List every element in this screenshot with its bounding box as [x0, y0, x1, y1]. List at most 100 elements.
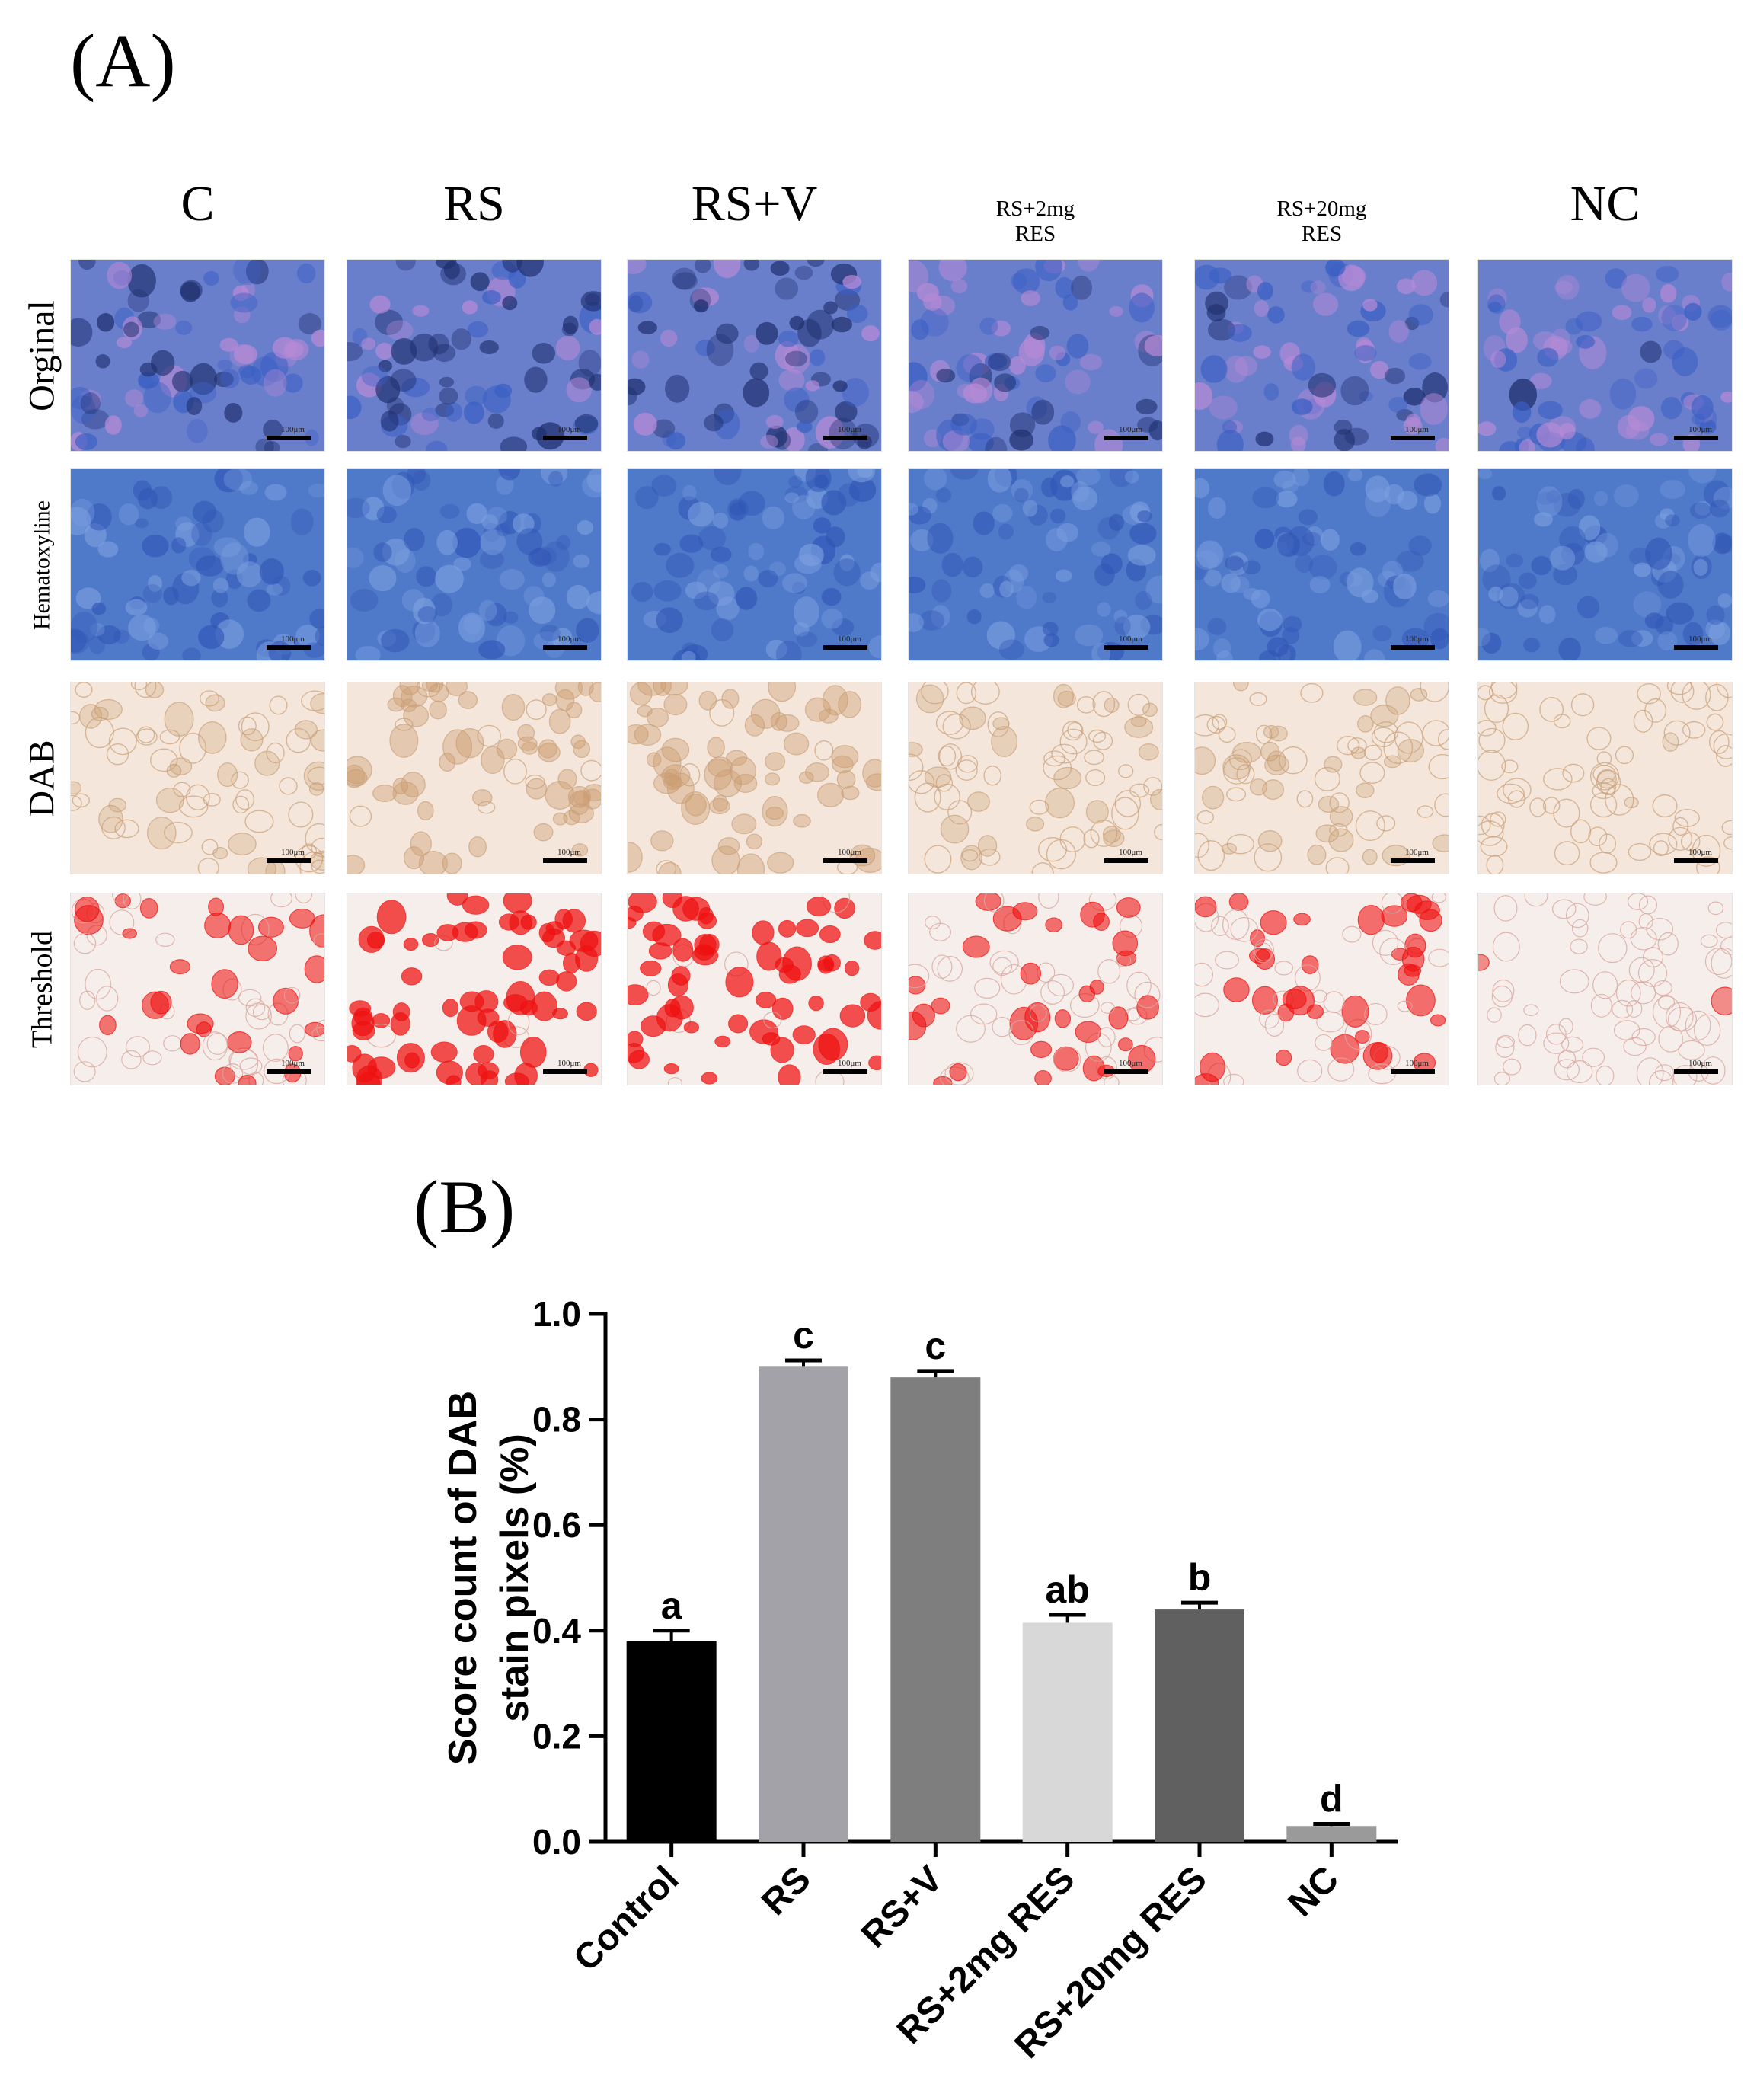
micrograph-threshold: 100μm: [1194, 893, 1449, 1085]
scale-bar: [1391, 645, 1435, 650]
scale-bar: [1674, 645, 1718, 650]
micrograph-background: [1478, 893, 1732, 1085]
scale-bar: [267, 1069, 311, 1074]
scale-bar-label: 100μm: [281, 1059, 305, 1068]
tissue-texture: [1195, 682, 1449, 874]
panel-b-label: (B): [414, 1165, 516, 1249]
scale-bar: [543, 858, 587, 863]
significance-letter: b: [1188, 1556, 1212, 1599]
micrograph-threshold: 100μm: [347, 893, 602, 1085]
scale-bar: [1104, 645, 1148, 650]
scale-bar: [1674, 1069, 1718, 1074]
micrograph-original: 100μm: [627, 259, 882, 452]
tissue-texture: [1478, 265, 1732, 451]
micrograph-original: 100μm: [908, 259, 1163, 452]
scale-bar-label: 100μm: [281, 634, 305, 644]
micrograph-threshold: 100μm: [1477, 893, 1733, 1085]
column-header-line: RES: [1014, 222, 1056, 247]
significance-letter: c: [925, 1325, 946, 1367]
tissue-texture: [628, 260, 880, 451]
y-tick-label: 0.6: [532, 1505, 581, 1545]
tissue-texture: [347, 893, 601, 1085]
micrograph-hematoxyline: 100μm: [1477, 468, 1733, 661]
scale-bar: [267, 436, 311, 440]
column-header-line: RES: [1301, 222, 1343, 247]
column-header-line: RS+20mg: [1276, 197, 1367, 221]
scale-bar: [823, 645, 867, 650]
column-header: RS+V: [627, 175, 882, 233]
tissue-texture: [347, 469, 601, 660]
tissue-texture: [347, 260, 601, 451]
scale-bar-label: 100μm: [838, 848, 861, 857]
scale-bar: [1104, 1069, 1148, 1074]
x-tick-label: RS: [754, 1859, 819, 1923]
tissue-texture: [71, 260, 324, 451]
tissue-texture: [71, 893, 324, 1085]
micrograph-threshold: 100μm: [627, 893, 882, 1085]
scale-bar: [823, 858, 867, 863]
scale-bar-label: 100μm: [1405, 634, 1429, 644]
scale-bar-label: 100μm: [1405, 848, 1429, 857]
scale-bar: [1391, 1069, 1435, 1074]
scale-bar: [543, 436, 587, 440]
scale-bar: [1391, 436, 1435, 440]
micrograph-dab: 100μm: [70, 682, 325, 874]
scale-bar: [823, 1069, 867, 1074]
micrograph-dab: 100μm: [1194, 682, 1449, 874]
column-header-line: RS+V: [691, 176, 818, 232]
scale-bar: [543, 1069, 587, 1074]
micrograph-hematoxyline: 100μm: [627, 468, 882, 661]
scale-bar: [1104, 858, 1148, 863]
column-header-line: RS: [443, 176, 505, 232]
bar: [890, 1377, 981, 1842]
bar: [626, 1641, 717, 1842]
micrograph-threshold: 100μm: [70, 893, 325, 1085]
scale-bar-label: 100μm: [1119, 634, 1142, 644]
micrograph-dab: 100μm: [627, 682, 882, 874]
scale-bar: [823, 436, 867, 440]
bar: [759, 1366, 848, 1842]
y-tick-label: 0.0: [532, 1822, 581, 1862]
tissue-texture: [909, 260, 1162, 451]
x-tick-label: RS+V: [854, 1859, 950, 1955]
tissue-texture: [71, 682, 324, 874]
tissue-texture: [628, 893, 881, 1085]
micrograph-hematoxyline: 100μm: [347, 468, 602, 661]
panel-a-label: (A): [70, 18, 176, 103]
scale-bar: [1104, 436, 1148, 440]
y-axis-label: stain pixels (%): [493, 1434, 537, 1722]
significance-letter: c: [793, 1314, 814, 1357]
significance-letter: ab: [1045, 1568, 1089, 1611]
micrograph-background: [71, 682, 324, 874]
column-header: RS+2mg RES: [908, 197, 1163, 248]
scale-bar-label: 100μm: [1119, 848, 1142, 857]
significance-letter: d: [1320, 1777, 1343, 1820]
micrograph-dab: 100μm: [1477, 682, 1733, 874]
tissue-texture: [909, 682, 1162, 874]
y-axis-label: Score count of DAB: [441, 1391, 485, 1765]
scale-bar-label: 100μm: [281, 425, 305, 434]
scale-bar: [543, 645, 587, 650]
micrograph-hematoxyline: 100μm: [908, 468, 1163, 661]
scale-bar: [1674, 858, 1718, 863]
scale-bar-label: 100μm: [838, 634, 861, 644]
tissue-texture: [628, 682, 881, 874]
tissue-texture: [71, 469, 324, 660]
y-tick-label: 0.4: [532, 1611, 581, 1651]
micrograph-dab: 100μm: [347, 682, 602, 874]
tissue-texture: [909, 469, 1162, 660]
tissue-texture: [1195, 260, 1449, 451]
tissue-texture: [1478, 893, 1732, 1085]
scale-bar-label: 100μm: [557, 634, 581, 644]
tissue-texture: [631, 469, 881, 660]
column-header: RS: [347, 175, 602, 233]
scale-bar-label: 100μm: [1688, 634, 1712, 644]
bar: [1155, 1609, 1244, 1842]
column-header-line: C: [180, 176, 215, 232]
micrograph-original: 100μm: [1194, 259, 1449, 452]
scale-bar-label: 100μm: [557, 848, 581, 857]
column-header-line: NC: [1570, 176, 1640, 232]
micrograph-original: 100μm: [347, 259, 602, 452]
tissue-texture: [1195, 893, 1449, 1085]
